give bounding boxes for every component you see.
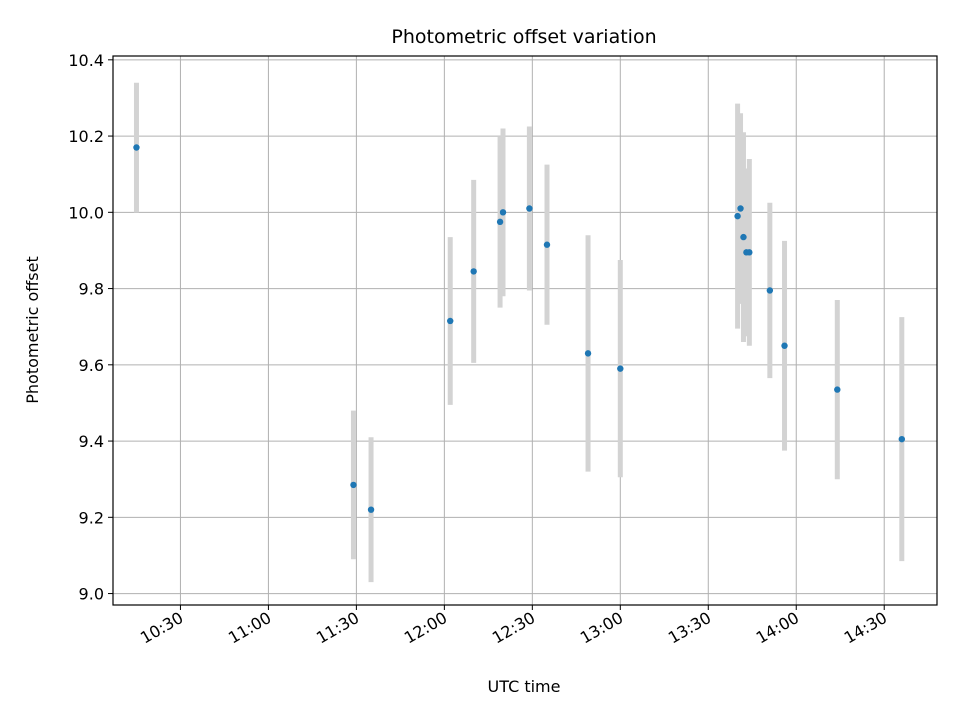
y-tick-label: 9.6 <box>79 356 104 375</box>
data-points <box>133 144 906 513</box>
data-point <box>740 233 747 241</box>
data-point <box>367 506 375 513</box>
chart-title: Photometric offset variation <box>391 26 656 48</box>
data-point <box>470 268 477 275</box>
y-tick-label: 10.2 <box>68 127 104 146</box>
y-tick-label: 9.8 <box>79 280 104 299</box>
data-point <box>737 205 744 212</box>
data-point <box>584 350 592 357</box>
data-point <box>898 435 906 443</box>
x-axis-label: UTC time <box>488 677 561 696</box>
plot-frame <box>112 55 938 606</box>
data-point <box>496 218 504 226</box>
y-tick-label: 9.0 <box>79 585 104 604</box>
data-point <box>617 365 624 372</box>
data-point <box>447 317 454 325</box>
data-point <box>543 241 551 248</box>
y-tick-label: 9.2 <box>79 508 104 527</box>
y-axis-label: Photometric offset <box>23 256 42 404</box>
y-tick-label: 10.0 <box>68 203 104 222</box>
data-point <box>781 342 788 349</box>
data-point <box>350 481 357 489</box>
y-tick-label: 9.4 <box>79 432 104 451</box>
y-tick-label: 10.4 <box>68 51 104 70</box>
data-point <box>133 144 140 151</box>
data-point <box>499 209 507 216</box>
data-point <box>766 287 774 294</box>
data-point <box>734 212 741 220</box>
data-point <box>526 205 533 212</box>
y-axis-ticks: 9.0 9.2 9.4 9.6 9.8 10.0 10.2 10.4 <box>68 51 113 604</box>
data-point <box>834 386 841 393</box>
data-point <box>746 249 753 256</box>
